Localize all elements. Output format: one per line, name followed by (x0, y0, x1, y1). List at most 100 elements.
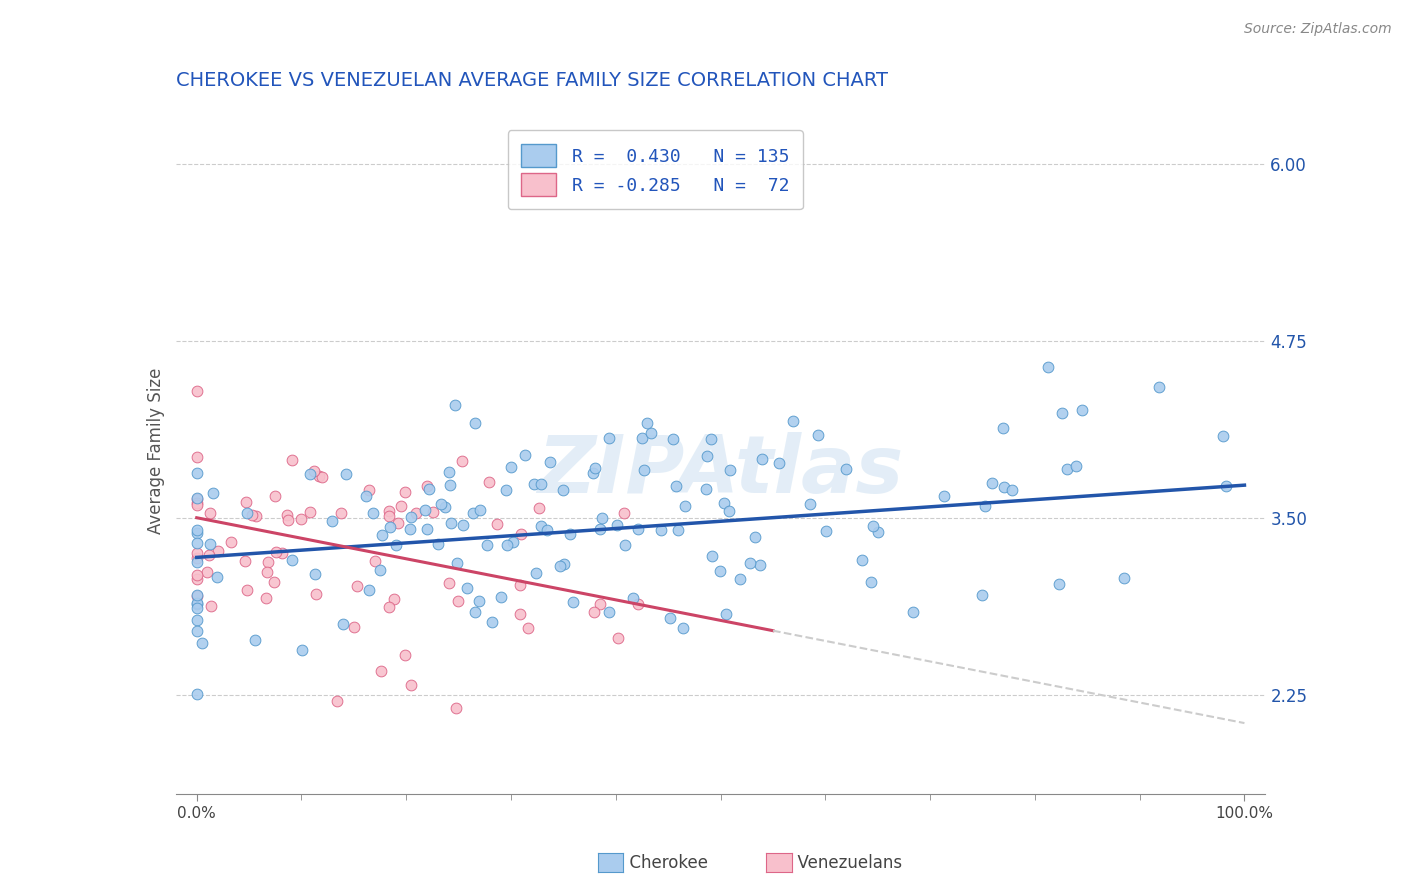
Point (558, 527, 581, 541)
Point (699, 433, 721, 447)
Point (378, 508, 401, 523)
Point (186, 624, 208, 638)
Point (621, 591, 644, 605)
Point (713, 496, 735, 510)
Point (631, 431, 654, 445)
Point (470, 503, 492, 517)
Point (524, 566, 547, 580)
Point (1114, 571, 1136, 585)
Point (405, 506, 427, 520)
Point (346, 579, 368, 593)
Point (233, 554, 256, 568)
Point (245, 632, 267, 647)
Point (553, 483, 575, 497)
Point (589, 522, 612, 536)
Point (200, 506, 222, 520)
Point (195, 566, 218, 580)
Point (700, 549, 723, 564)
Point (439, 478, 461, 492)
Point (256, 566, 278, 580)
Point (446, 556, 468, 570)
Point (378, 599, 401, 614)
Point (499, 459, 522, 474)
Point (305, 587, 328, 601)
Point (740, 556, 762, 570)
Point (481, 615, 503, 629)
Point (835, 462, 858, 476)
Point (536, 523, 558, 537)
Point (281, 552, 304, 566)
Point (240, 508, 263, 522)
Point (451, 454, 474, 468)
Point (530, 477, 553, 491)
Point (650, 524, 672, 538)
Point (186, 613, 208, 627)
Point (478, 475, 501, 489)
Point (446, 701, 468, 715)
Point (387, 516, 409, 530)
Point (418, 482, 440, 496)
Point (277, 513, 299, 527)
Point (264, 489, 287, 503)
Point (311, 470, 333, 484)
Point (509, 578, 531, 592)
Point (486, 517, 509, 532)
Point (200, 599, 222, 614)
Point (202, 486, 225, 500)
Point (583, 460, 606, 475)
Point (509, 607, 531, 621)
Point (385, 538, 408, 552)
Text: ZIPAtlas: ZIPAtlas (537, 432, 904, 510)
Point (464, 605, 486, 619)
Point (607, 632, 630, 646)
Point (523, 477, 546, 491)
Point (298, 467, 321, 481)
Point (932, 489, 955, 503)
Point (326, 693, 349, 707)
Y-axis label: Average Family Size: Average Family Size (146, 368, 165, 533)
Point (186, 598, 208, 612)
Point (368, 564, 391, 578)
Point (186, 536, 208, 550)
Point (468, 594, 491, 608)
Point (413, 503, 436, 517)
Point (444, 398, 467, 412)
Point (1215, 479, 1237, 493)
Point (371, 527, 394, 541)
Point (464, 416, 486, 430)
Point (598, 431, 620, 445)
Point (186, 491, 208, 506)
Point (378, 520, 401, 534)
Point (814, 524, 837, 538)
Point (1036, 360, 1059, 375)
Point (290, 511, 312, 525)
Text: Source: ZipAtlas.com: Source: ZipAtlas.com (1244, 22, 1392, 37)
Point (398, 522, 420, 536)
Point (451, 517, 474, 532)
Point (974, 499, 997, 513)
Point (489, 590, 512, 604)
Point (186, 687, 208, 701)
Point (456, 581, 478, 595)
Point (186, 467, 208, 481)
Point (186, 498, 208, 512)
Point (495, 538, 517, 552)
Point (343, 620, 366, 634)
Point (582, 605, 605, 619)
Point (236, 506, 259, 520)
Point (281, 453, 304, 467)
Point (553, 557, 575, 571)
Point (633, 463, 655, 477)
Point (751, 451, 773, 466)
Point (582, 466, 605, 480)
Point (389, 499, 412, 513)
Point (416, 522, 439, 536)
Point (399, 509, 422, 524)
Point (186, 573, 208, 587)
Point (548, 559, 571, 574)
Point (513, 448, 536, 462)
Point (422, 505, 444, 519)
Point (354, 489, 377, 503)
Point (221, 535, 243, 549)
Point (1147, 380, 1170, 394)
